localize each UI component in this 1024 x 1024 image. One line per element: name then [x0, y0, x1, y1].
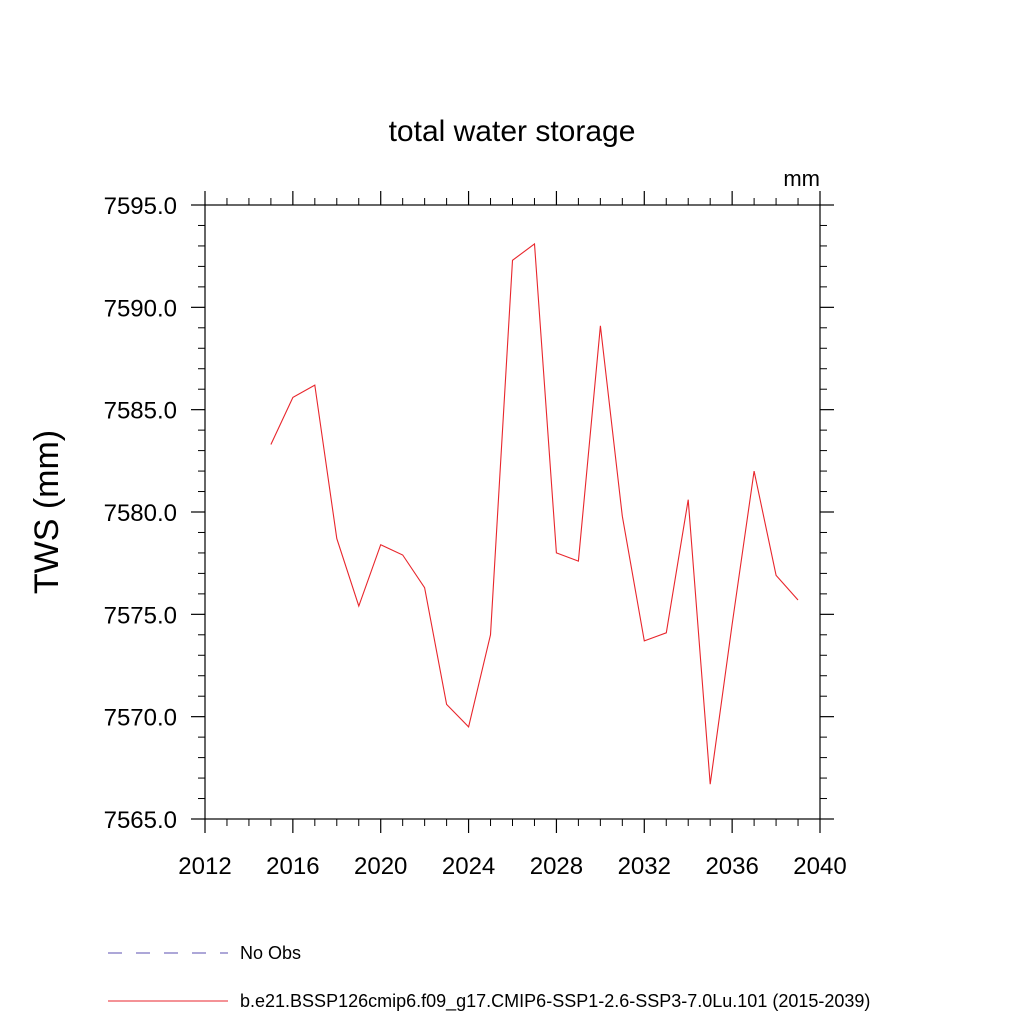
y-tick-label: 7585.0	[104, 398, 177, 425]
chart-title: total water storage	[389, 115, 636, 148]
y-tick-label: 7590.0	[104, 295, 177, 322]
y-tick-label: 7580.0	[104, 500, 177, 527]
plot-frame	[204, 204, 821, 820]
x-tick-label: 2016	[266, 853, 319, 880]
y-tick-label: 7595.0	[104, 193, 177, 220]
x-tick-label: 2040	[793, 853, 846, 880]
x-tick-label: 2032	[618, 853, 671, 880]
x-tick-label: 2012	[178, 853, 231, 880]
units-label: mm	[783, 166, 820, 191]
legend-label: b.e21.BSSP126cmip6.f09_g17.CMIP6-SSP1-2.…	[240, 991, 870, 1012]
x-tick-label: 2036	[705, 853, 758, 880]
x-tick-label: 2024	[442, 853, 495, 880]
y-axis-title: TWS (mm)	[28, 430, 66, 594]
series-line	[270, 242, 799, 785]
y-tick-label: 7565.0	[104, 807, 177, 834]
y-tick-label: 7575.0	[104, 602, 177, 629]
legend: No Obs b.e21.BSSP126cmip6.f09_g17.CMIP6-S…	[108, 943, 870, 1012]
legend-label: No Obs	[240, 943, 301, 963]
x-tick-label: 2028	[530, 853, 583, 880]
x-tick-label: 2020	[354, 853, 407, 880]
y-tick-label: 7570.0	[104, 705, 177, 732]
tick-labels: 2012 2016 2020 2024 2028 2032 2036 2040 7565.0 75…	[104, 193, 847, 880]
axis-ticks	[191, 191, 834, 833]
series-group	[270, 242, 799, 785]
